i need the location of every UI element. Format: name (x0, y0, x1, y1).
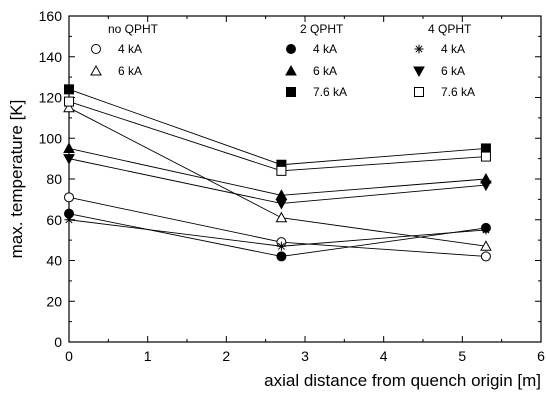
y-tick-label: 0 (54, 334, 62, 350)
legend-marker (414, 87, 424, 97)
legend-label: 7.6 kA (441, 85, 475, 99)
legend-marker (286, 44, 296, 54)
legend-group: 2 QPHT 4 kA 6 kA 7.6 kA (285, 22, 347, 99)
y-axis-ticks: 0 20 40 60 80 100 120 140 160 (39, 8, 541, 350)
y-tick-label: 60 (46, 212, 62, 228)
y-tick-label: 20 (46, 293, 62, 309)
legend-label: 7.6 kA (313, 85, 347, 99)
x-axis-title: axial distance from quench origin [m] (264, 371, 541, 390)
legend-group-title: 2 QPHT (300, 22, 344, 36)
data-point (63, 154, 75, 165)
data-point (276, 241, 286, 251)
legend-marker (91, 44, 101, 54)
x-tick-label: 4 (380, 348, 388, 364)
legend-label: 4 kA (441, 42, 465, 56)
y-tick-label: 140 (39, 49, 63, 65)
x-tick-label: 1 (144, 348, 152, 364)
legend-group: no QPHT 4 kA 6 kA (90, 22, 159, 78)
y-tick-label: 160 (39, 8, 63, 24)
legend-label: 4 kA (118, 42, 142, 56)
data-point (480, 180, 492, 192)
data-point (63, 101, 75, 113)
data-point (64, 192, 74, 203)
data-point (275, 198, 288, 210)
x-tick-label: 2 (222, 348, 230, 364)
legend-marker (90, 64, 102, 76)
y-tick-label: 80 (46, 171, 62, 187)
series-square-filled (64, 84, 491, 170)
x-tick-label: 0 (65, 348, 73, 364)
series-layer (63, 84, 492, 262)
data-point (276, 165, 287, 176)
data-point-stroke (482, 226, 490, 234)
series-square-open (64, 96, 491, 176)
x-tick-label: 6 (537, 348, 545, 364)
legend-label: 6 kA (313, 64, 337, 78)
data-point (276, 251, 287, 262)
x-tick-label: 3 (301, 348, 309, 364)
series-triangle-up-open (63, 101, 492, 251)
x-axis-ticks: 0 1 2 3 4 5 6 (65, 16, 545, 364)
y-axis-title: max. temperature [K] (7, 100, 26, 259)
legend-label: 6 kA (441, 64, 465, 78)
legend-marker (413, 66, 425, 78)
legend-marker (286, 87, 296, 97)
data-point (63, 142, 75, 153)
legend-label: 6 kA (118, 64, 142, 78)
x-tick-label: 5 (458, 348, 466, 364)
data-point (481, 225, 491, 235)
data-point (275, 211, 288, 223)
legend-marker (285, 64, 297, 76)
data-point (480, 151, 491, 162)
series-line (68, 196, 486, 257)
series-line (68, 107, 486, 247)
legend-group: 4 QPHT 4 kA 6 kA 7.6 kA (413, 22, 475, 99)
data-point (64, 84, 74, 95)
data-point (64, 215, 74, 225)
data-point (64, 96, 74, 107)
legend-group-title: 4 QPHT (428, 22, 472, 36)
series-asterisk (64, 215, 491, 251)
data-point (480, 251, 491, 262)
legend-group-title: no QPHT (108, 22, 159, 36)
legend-label: 4 kA (313, 42, 337, 56)
y-tick-label: 40 (46, 253, 62, 269)
series-triangle-down-filled (63, 154, 492, 210)
series-line (68, 88, 486, 166)
y-tick-label: 100 (39, 130, 63, 146)
data-point-stroke (277, 242, 285, 250)
data-point-stroke (65, 216, 73, 224)
legend-marker (414, 44, 424, 54)
data-point (480, 240, 492, 251)
legend-marker-stroke (415, 45, 423, 53)
y-tick-label: 120 (39, 90, 63, 106)
